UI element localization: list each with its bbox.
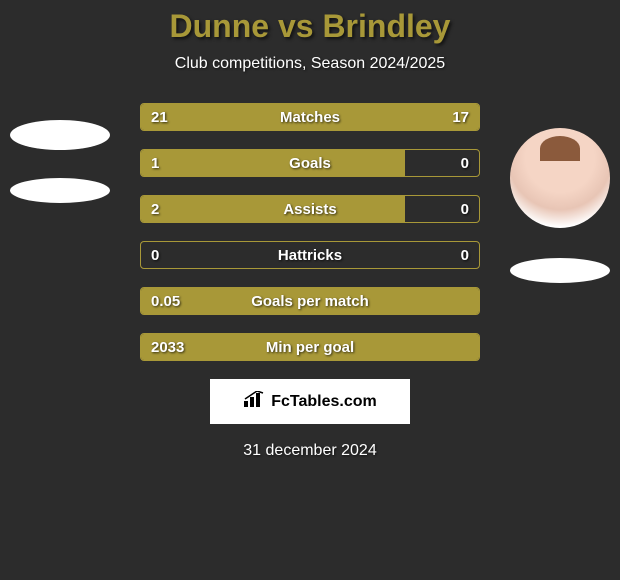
stat-label: Matches [141,104,479,131]
stat-row-hattricks: 0 Hattricks 0 [140,241,480,269]
date-label: 31 december 2024 [0,442,620,460]
page-subtitle: Club competitions, Season 2024/2025 [0,55,620,73]
chart-icon [243,391,267,412]
stat-row-goals: 1 Goals 0 [140,149,480,177]
page-title: Dunne vs Brindley [0,8,620,45]
branding-text: FcTables.com [271,393,377,411]
stat-label: Hattricks [141,242,479,269]
stat-label: Goals per match [141,288,479,315]
stat-row-matches: 21 Matches 17 [140,103,480,131]
branding-badge: FcTables.com [210,379,410,424]
stat-label: Min per goal [141,334,479,361]
comparison-card: Dunne vs Brindley Club competitions, Sea… [0,0,620,580]
stat-value-right: 0 [461,242,469,269]
stat-row-mpg: 2033 Min per goal [140,333,480,361]
stat-label: Assists [141,196,479,223]
stat-row-assists: 2 Assists 0 [140,195,480,223]
avatar-left-oval-top [10,120,110,150]
stat-value-right: 0 [461,150,469,177]
avatar-right [510,128,610,228]
stat-label: Goals [141,150,479,177]
avatar-left-oval-bottom [10,178,110,203]
avatar-right-oval [510,258,610,283]
stats-container: 21 Matches 17 1 Goals 0 2 Assists 0 0 Ha… [140,103,480,361]
stat-row-gpm: 0.05 Goals per match [140,287,480,315]
stat-value-right: 17 [452,104,469,131]
stat-value-right: 0 [461,196,469,223]
